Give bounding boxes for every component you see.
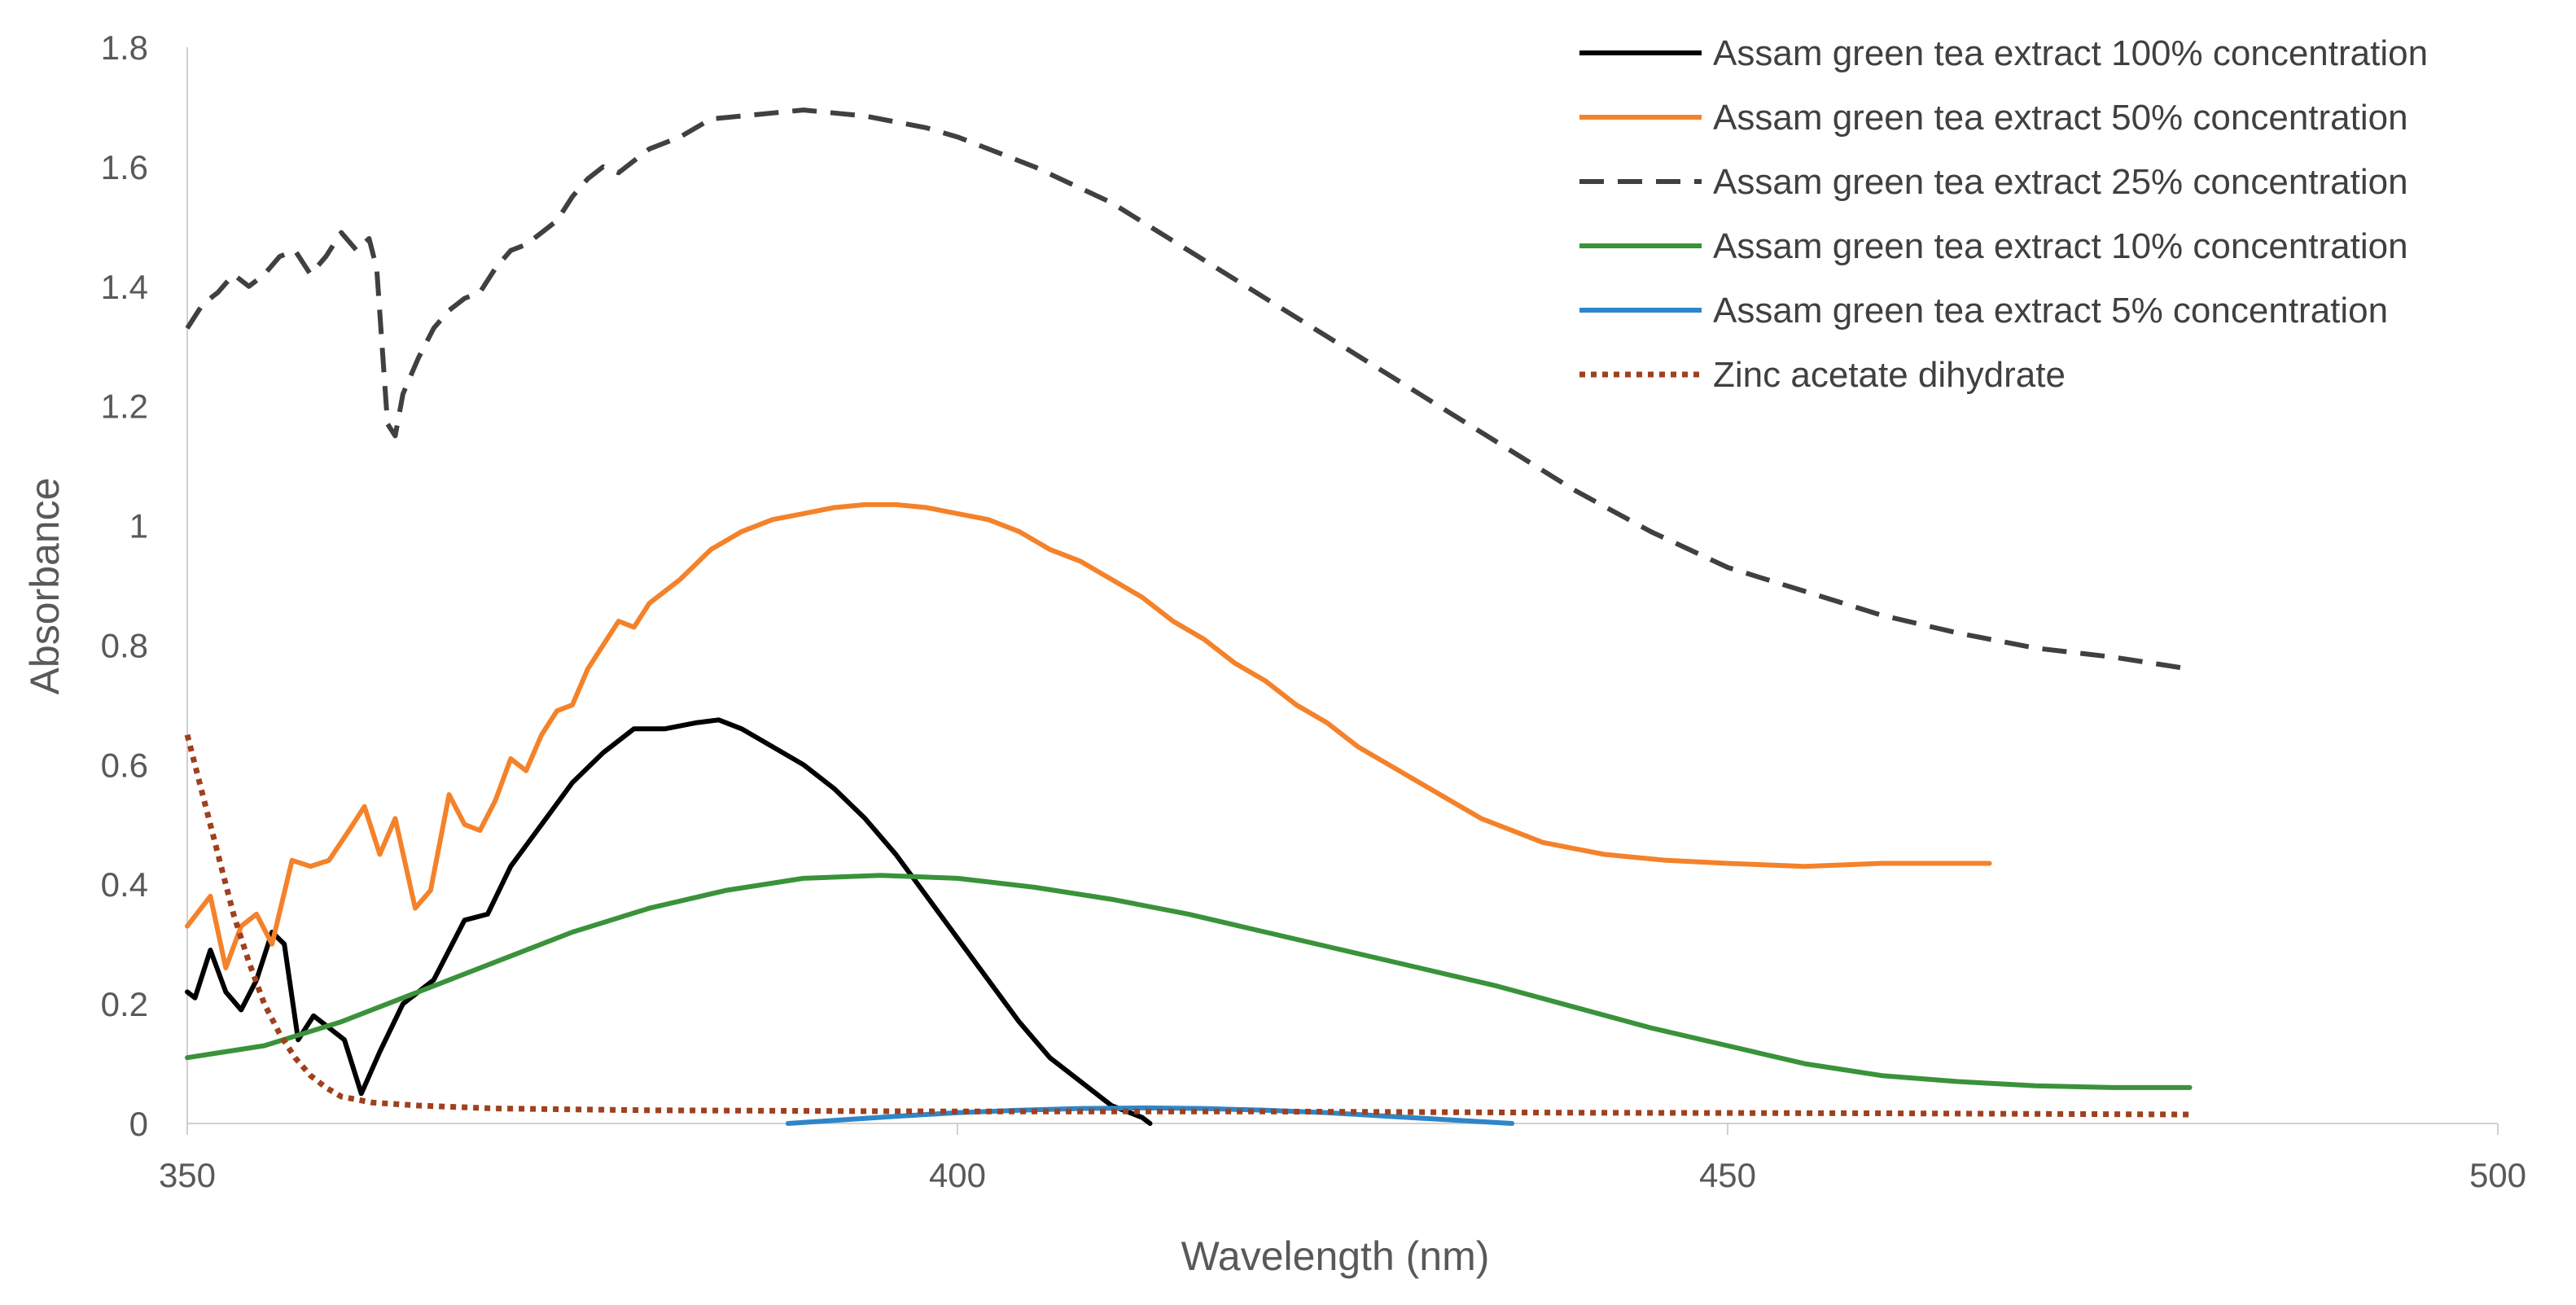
y-tick-label: 0.2 — [101, 985, 148, 1023]
legend-label-3: Assam green tea extract 25% concentratio… — [1713, 162, 2408, 202]
series-line-4 — [185, 873, 2193, 1090]
legend-label-2: Assam green tea extract 50% concentratio… — [1713, 98, 2408, 138]
x-tick-label: 350 — [159, 1156, 216, 1194]
x-axis-title: Wavelength (nm) — [1181, 1233, 1490, 1279]
x-tick-label: 500 — [2469, 1156, 2526, 1194]
y-tick-label: 1.6 — [101, 148, 148, 186]
y-tick-label: 1.4 — [101, 268, 148, 306]
y-axis-title: Absorbance — [22, 478, 68, 695]
y-tick-label: 0.6 — [101, 746, 148, 784]
y-axis: 0 0.2 0.4 0.6 0.8 1 1.2 1.4 1.6 1.8 — [101, 28, 188, 1143]
legend-label-6: Zinc acetate dihydrate — [1713, 355, 2066, 395]
y-tick-label: 0.4 — [101, 865, 148, 904]
legend-label-1: Assam green tea extract 100% concentrati… — [1713, 33, 2428, 73]
series-line-3 — [185, 107, 2191, 672]
plot-lines — [184, 107, 2193, 1126]
series-line-2 — [185, 501, 1992, 970]
y-tick-label: 1 — [129, 507, 148, 545]
x-tick-label: 400 — [929, 1156, 986, 1194]
series-line-6 — [184, 734, 2190, 1118]
x-axis: 350 400 450 500 — [159, 1123, 2526, 1194]
series-line-5 — [785, 1105, 1515, 1126]
legend: Assam green tea extract 100% concentrati… — [1579, 33, 2428, 395]
x-tick-label: 450 — [1699, 1156, 1756, 1194]
y-tick-label: 0.8 — [101, 626, 148, 664]
series-line-1 — [185, 717, 1153, 1126]
y-tick-label: 0 — [129, 1105, 148, 1143]
legend-label-5: Assam green tea extract 5% concentration — [1713, 291, 2388, 331]
y-tick-label: 1.2 — [101, 388, 148, 426]
legend-label-4: Assam green tea extract 10% concentratio… — [1713, 226, 2408, 266]
y-tick-label: 1.8 — [101, 28, 148, 67]
